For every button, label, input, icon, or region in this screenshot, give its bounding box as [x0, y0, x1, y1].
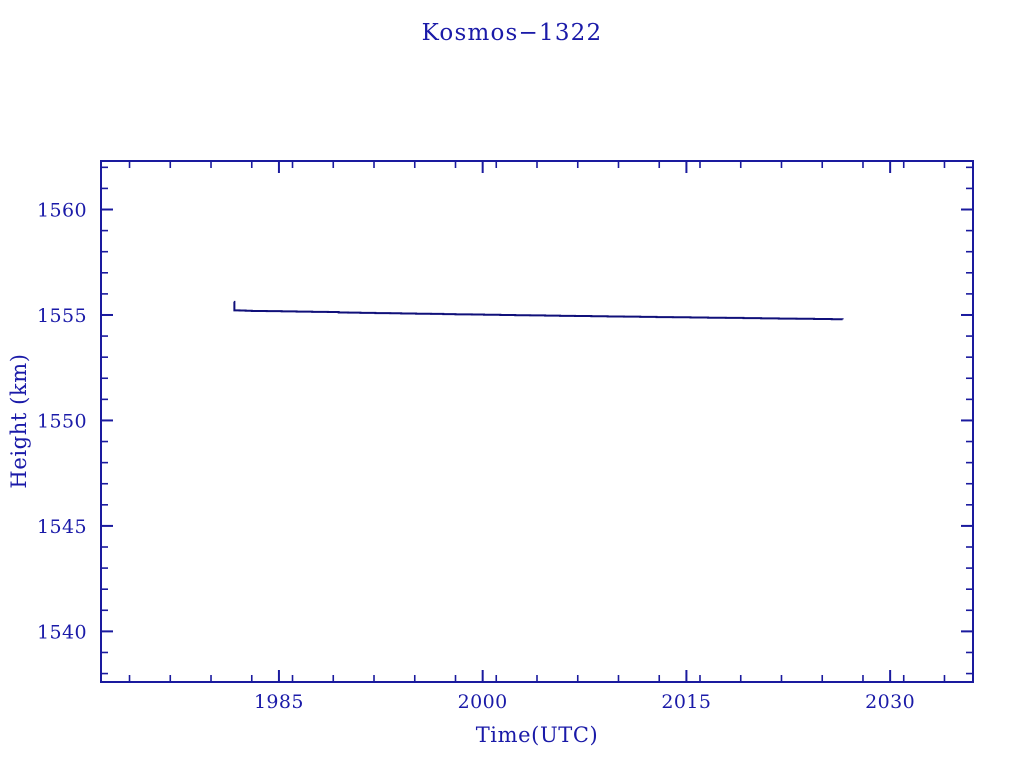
- y-tick-label: 1545: [37, 516, 87, 538]
- y-axis-title: Height (km): [7, 353, 31, 488]
- y-tick-label: 1555: [37, 305, 87, 327]
- y-tick-label: 1550: [37, 410, 87, 432]
- x-axis-title: Time(UTC): [476, 723, 599, 747]
- height-data-line: [233, 300, 844, 321]
- plot-frame: [100, 160, 974, 683]
- chart-title: Kosmos−1322: [422, 20, 603, 46]
- x-tick-label: 2030: [865, 691, 915, 713]
- x-tick-label: 2000: [458, 691, 508, 713]
- x-tick-label: 2015: [661, 691, 711, 713]
- y-tick-label: 1560: [37, 200, 87, 222]
- y-tick-label: 1540: [37, 621, 87, 643]
- axis-tick-marks: [101, 161, 973, 682]
- x-tick-label: 1985: [254, 691, 304, 713]
- axis-tick-labels: 1985 2000 2015 2030 1540 1545 1550 1555 1560: [37, 200, 915, 713]
